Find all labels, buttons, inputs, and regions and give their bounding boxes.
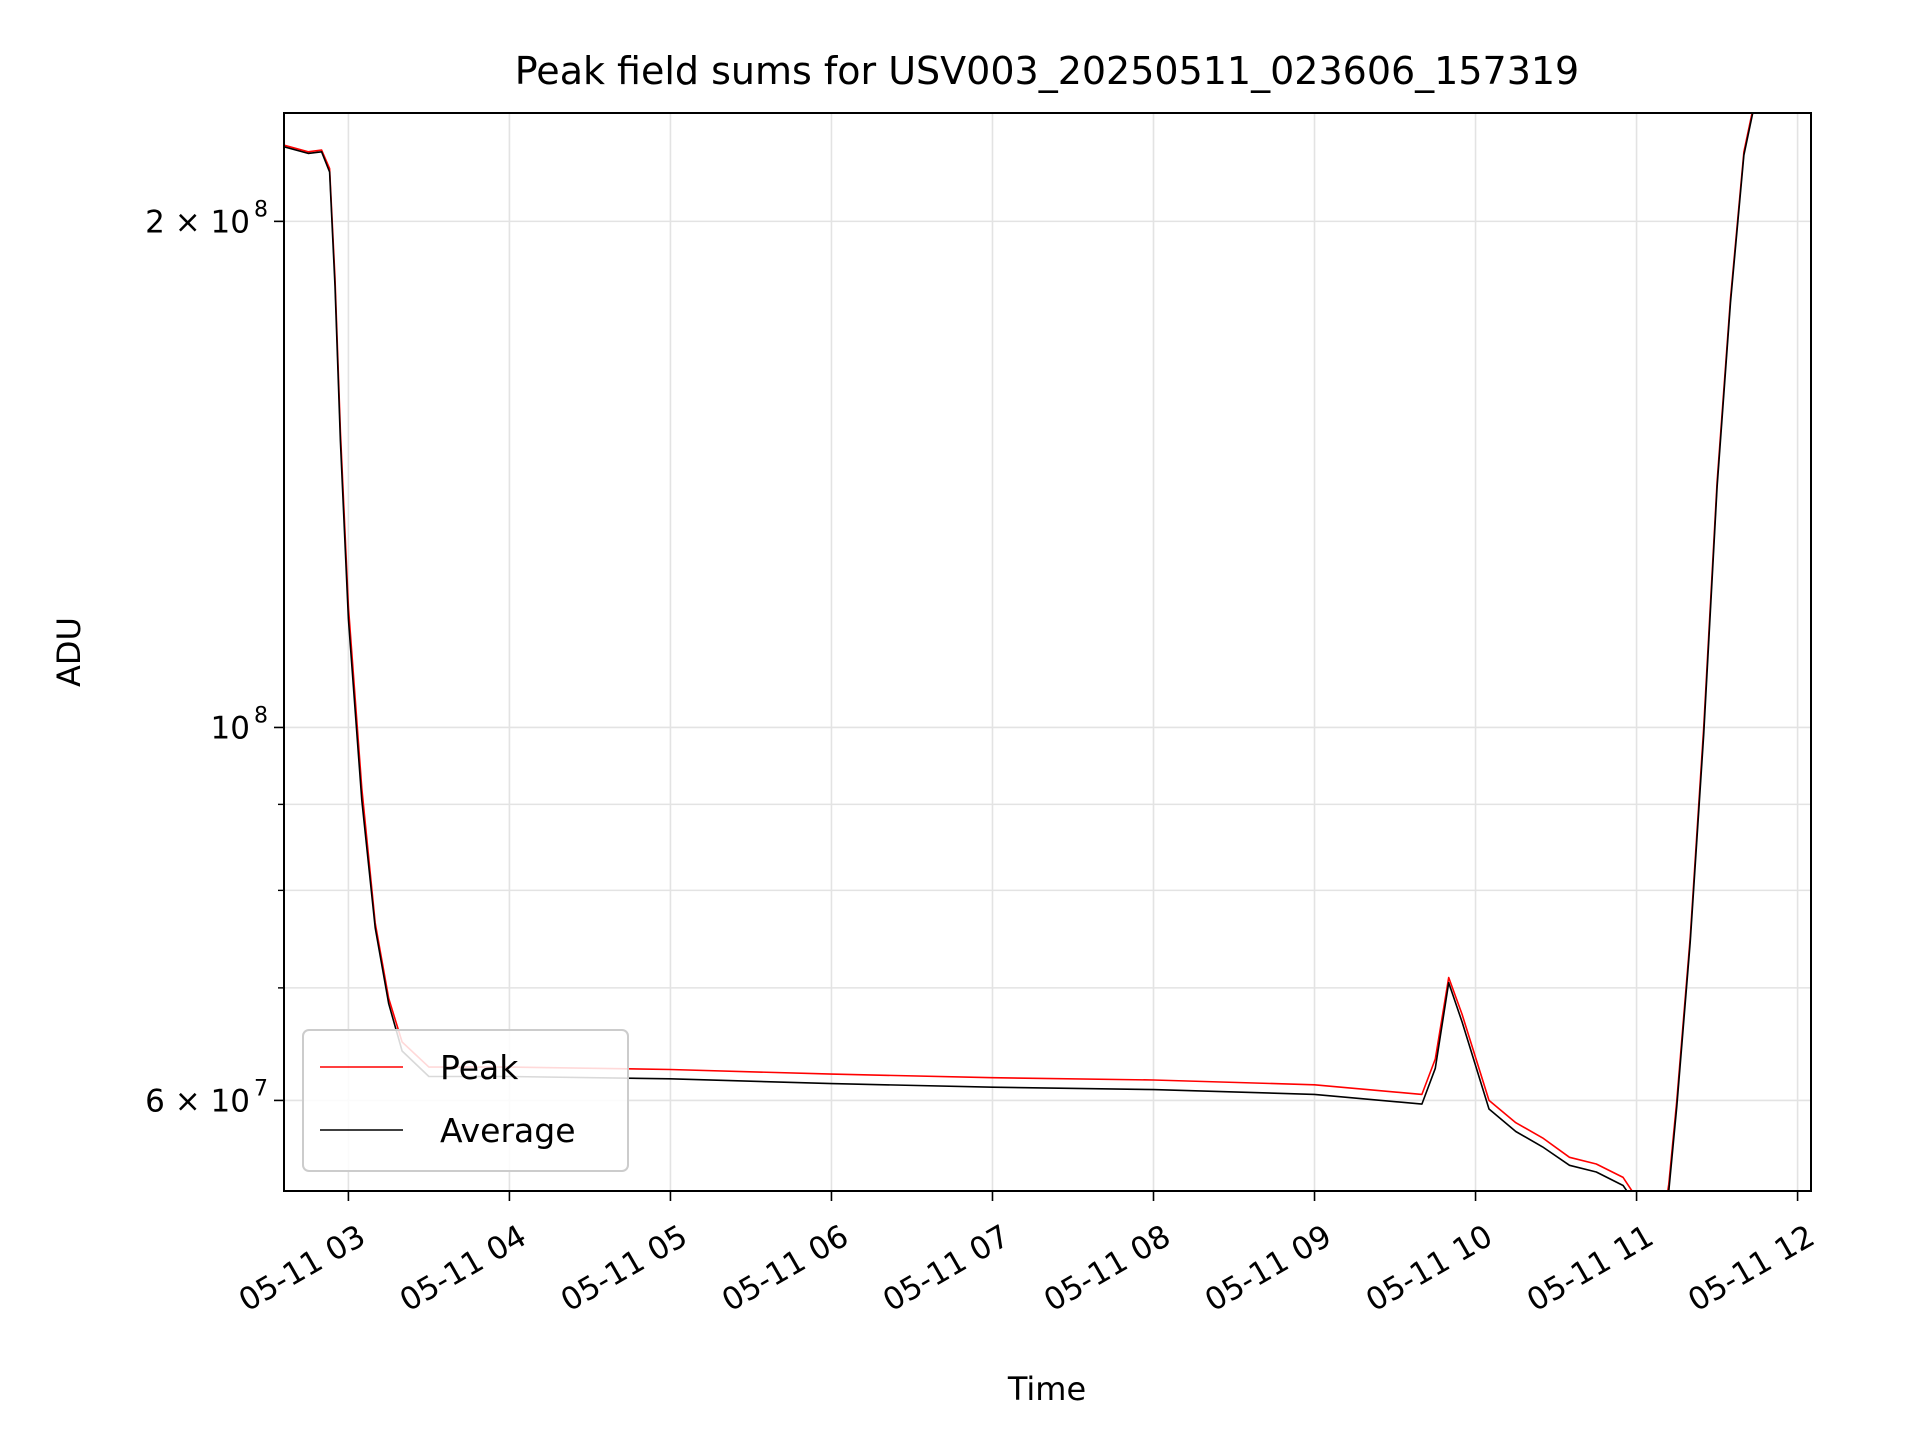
legend-label-average: Average (440, 1111, 576, 1150)
chart-title: Peak field sums for USV003_20250511_0236… (515, 49, 1579, 93)
y-tick-label: 6 × 10 7 (145, 1076, 268, 1119)
y-tick-exponent: 8 (254, 197, 268, 222)
y-tick-label: 10 8 (211, 703, 268, 746)
legend-box (302, 1029, 629, 1172)
y-tick-base: 10 (211, 710, 250, 746)
legend-label-peak: Peak (440, 1048, 519, 1087)
y-tick-base: 2 × 10 (145, 204, 250, 240)
series-lines (284, 113, 1754, 1191)
y-tick-exponent: 8 (254, 703, 268, 728)
series-line-average (284, 113, 1754, 1191)
y-axis-ticks: 2 × 10 810 86 × 10 7 (145, 197, 284, 1119)
grid (284, 113, 1811, 1191)
y-axis-label: ADU (50, 617, 88, 687)
y-tick-base: 6 × 10 (145, 1083, 250, 1119)
plot-frame (283, 112, 1812, 1192)
y-tick-exponent: 7 (254, 1076, 268, 1101)
x-axis-label: Time (1007, 1370, 1086, 1408)
legend: Peak Average (302, 1029, 629, 1172)
y-tick-label: 2 × 10 8 (145, 197, 268, 240)
